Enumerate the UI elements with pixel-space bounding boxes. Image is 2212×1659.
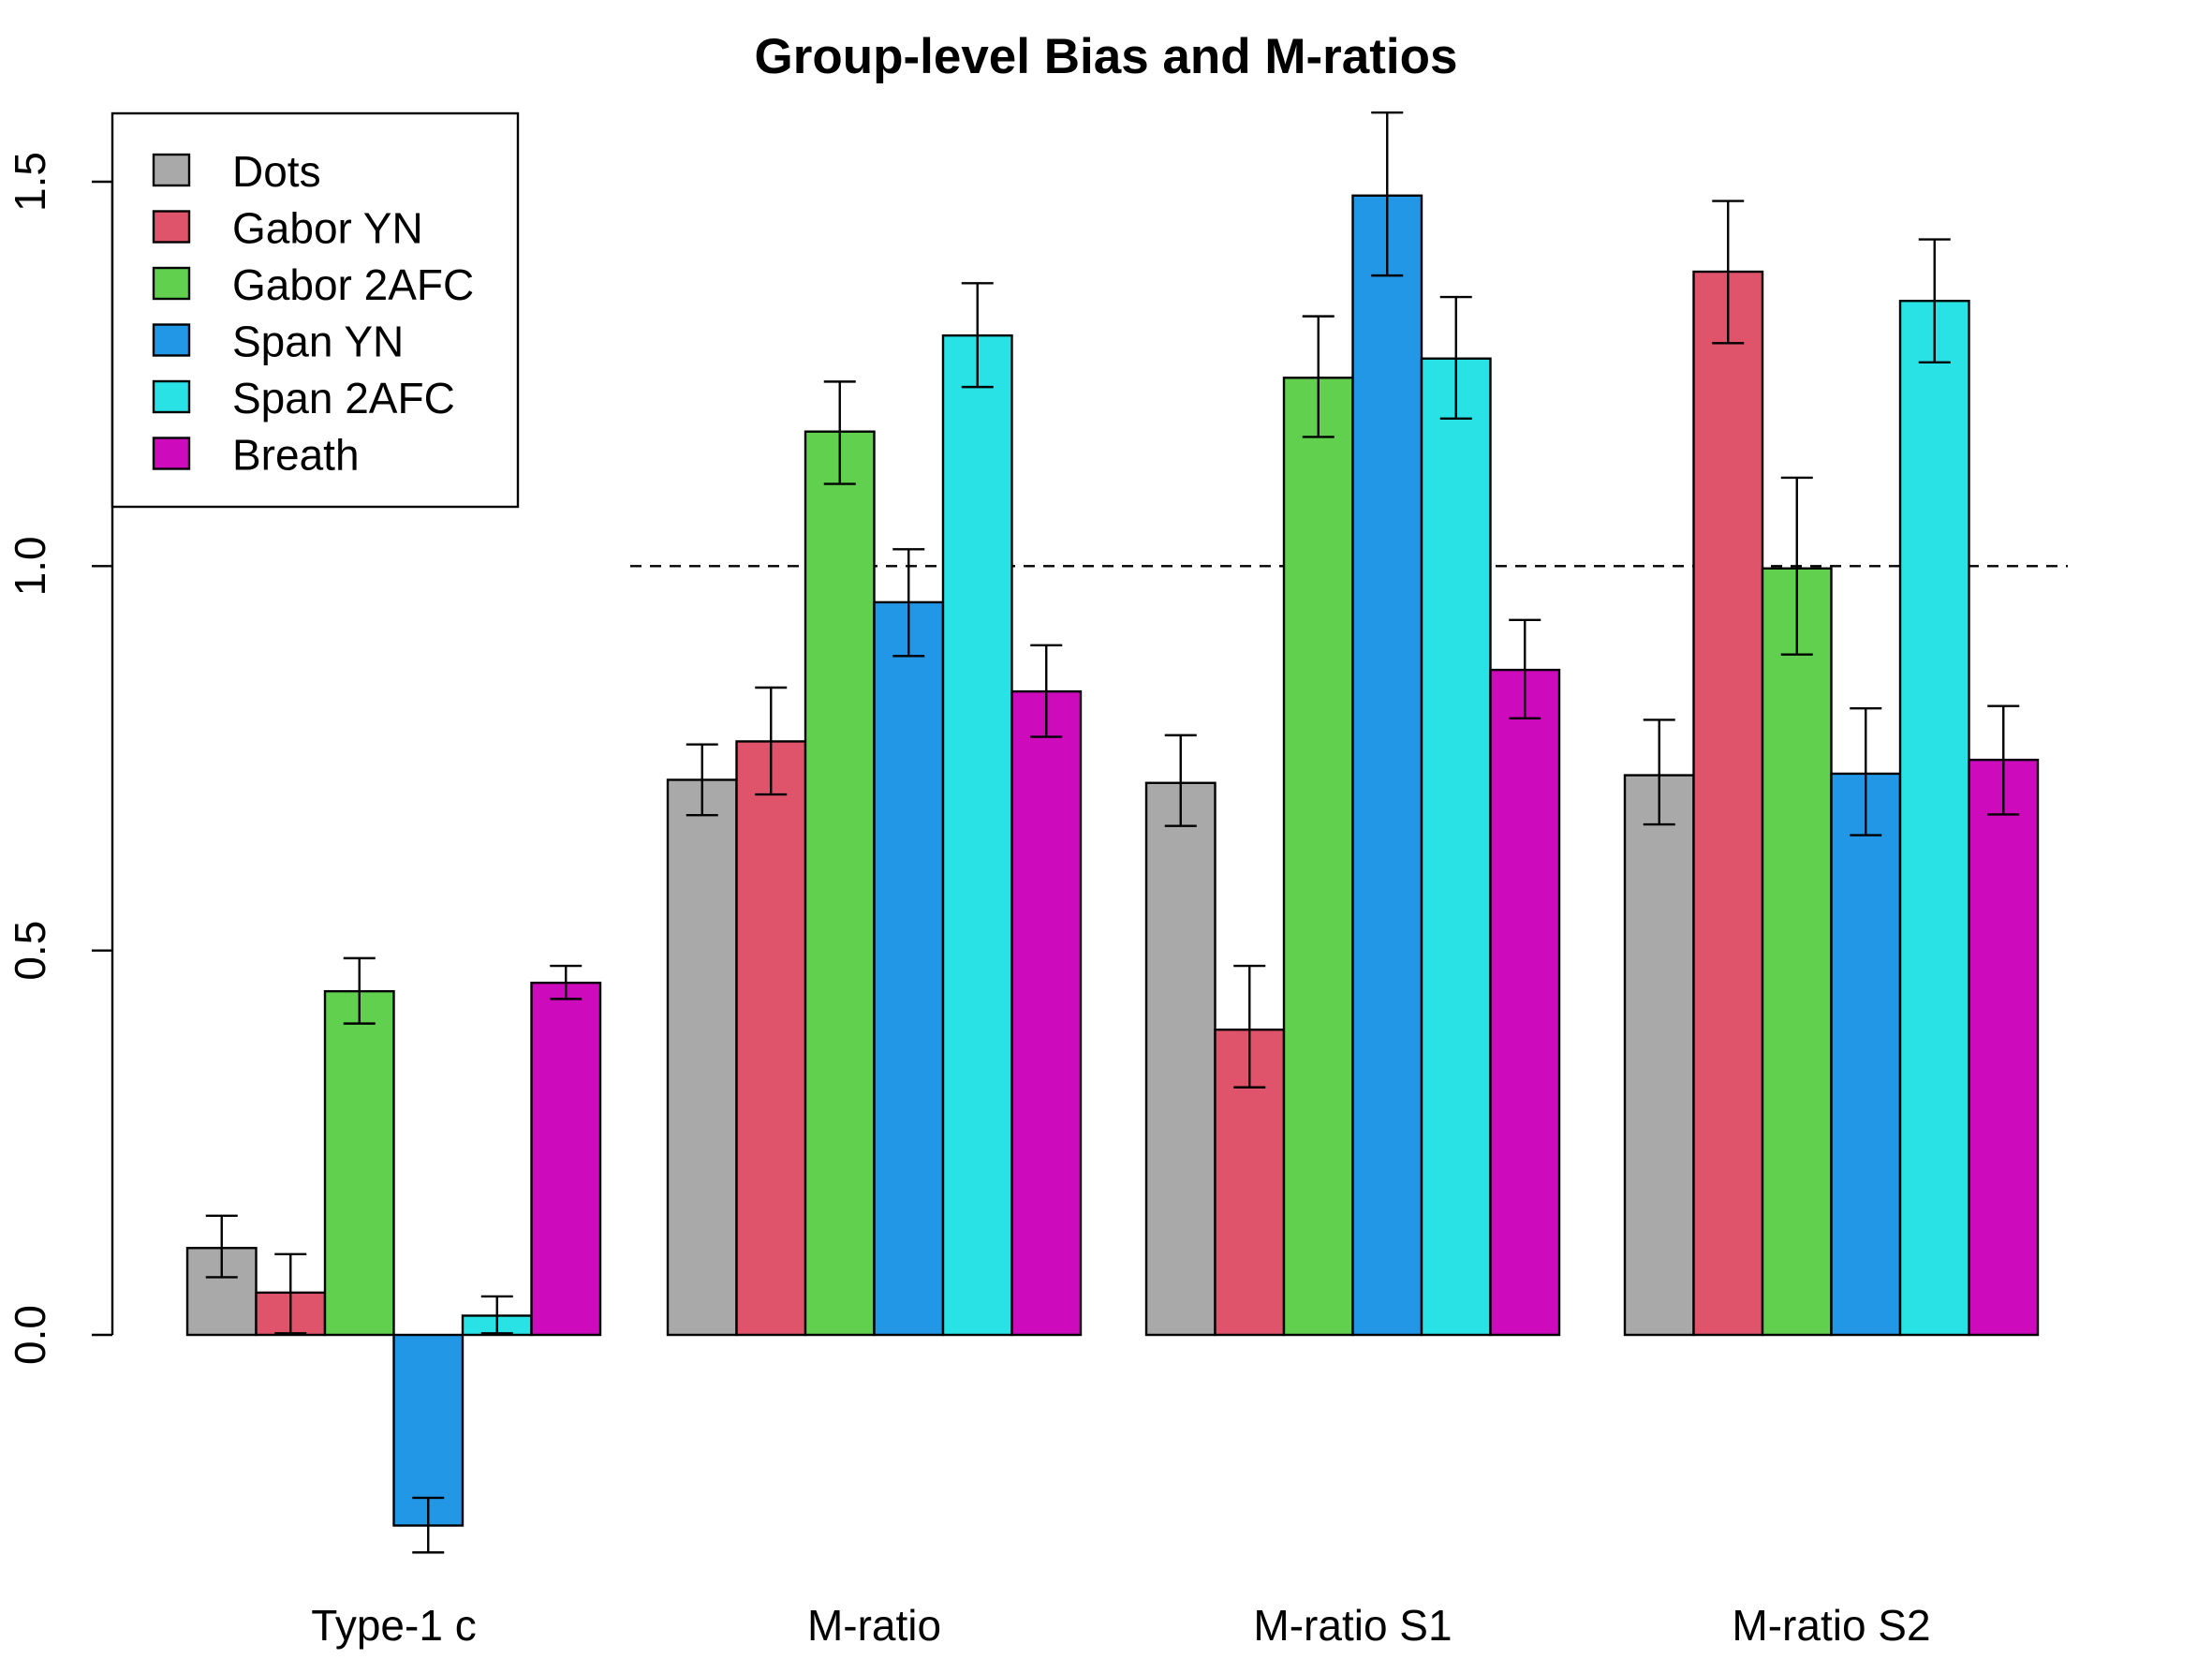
category-label: M-ratio S1: [1253, 1601, 1452, 1650]
bar: [735, 740, 807, 1337]
legend-label: Breath: [232, 431, 360, 480]
bar: [804, 430, 876, 1337]
legend-swatch: [152, 266, 191, 301]
legend-label: Span YN: [232, 318, 404, 366]
bar: [941, 333, 1013, 1337]
bar: [1968, 758, 2040, 1337]
legend-label: Gabor YN: [232, 204, 423, 253]
legend-label: Span 2AFC: [232, 374, 455, 422]
bar: [1144, 781, 1217, 1337]
bar: [1489, 668, 1561, 1337]
legend-swatch: [152, 210, 191, 244]
bar: [323, 989, 395, 1337]
bar: [1761, 567, 1833, 1337]
legend-label: Gabor 2AFC: [232, 260, 474, 309]
category-labels: Type-1 c M-ratio M-ratio S1 M-ratio S2: [311, 1601, 1930, 1650]
y-tick-label: 0.0: [6, 1305, 54, 1365]
bar: [873, 600, 945, 1337]
legend-label: Dots: [232, 147, 321, 196]
bar: [1420, 357, 1492, 1337]
legend-swatch: [152, 153, 191, 187]
bar: [1282, 377, 1354, 1337]
bars: [185, 194, 2040, 1527]
bar: [1351, 194, 1423, 1337]
category-label: Type-1 c: [311, 1601, 476, 1650]
bar: [1623, 774, 1695, 1337]
bar: [666, 778, 738, 1337]
y-axis: 0.0 0.5 1.0 1.5: [6, 152, 114, 1365]
y-tick-label: 1.5: [6, 152, 54, 212]
bar: [530, 981, 602, 1337]
chart-title: Group-level Bias and M-ratios: [755, 29, 1458, 84]
bar: [1692, 270, 1764, 1337]
error-bars: [205, 111, 2020, 1554]
bar: [1898, 300, 1970, 1337]
legend: Dots Gabor YN Gabor 2AFC Span YN Span 2AFC Br…: [111, 111, 520, 509]
legend-swatch: [152, 379, 191, 414]
bar: [1010, 689, 1083, 1337]
y-tick-label: 0.5: [6, 921, 54, 981]
bar: [1830, 772, 1902, 1337]
y-tick-label: 1.0: [6, 536, 54, 596]
category-label: M-ratio S2: [1732, 1601, 1930, 1650]
legend-swatch: [152, 437, 191, 470]
legend-swatch: [152, 323, 191, 357]
category-label: M-ratio: [807, 1601, 941, 1650]
